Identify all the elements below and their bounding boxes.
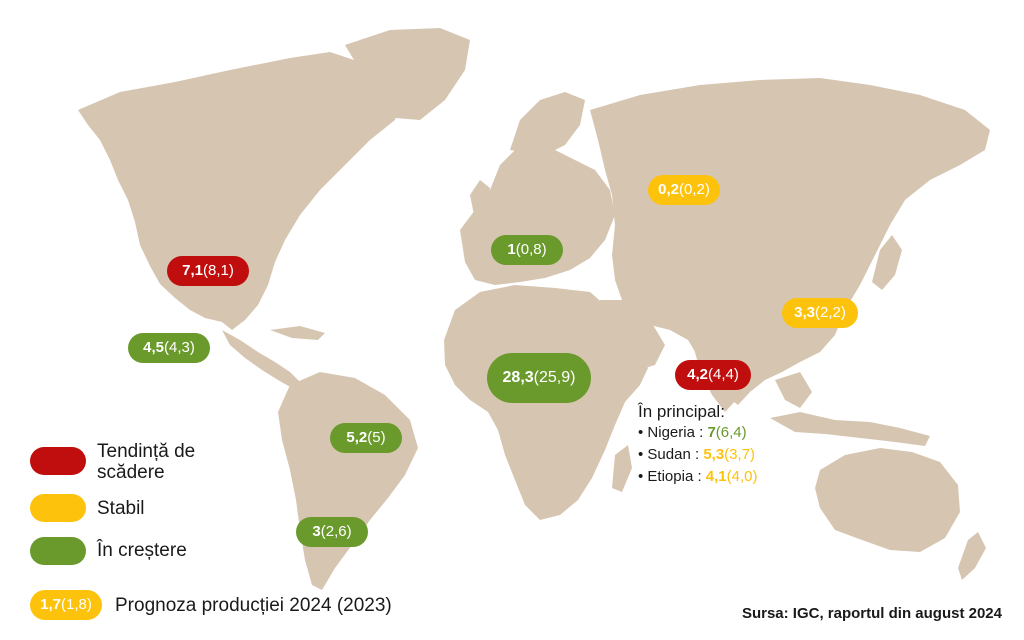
region-pill-mexico: 4,5(4,3) [128, 333, 210, 363]
region-pill-europe: 1(0,8) [491, 235, 563, 265]
region-pill-china: 3,3(2,2) [782, 298, 858, 328]
madagascar-landmass [612, 445, 632, 492]
africa-note: În principal: • Nigeria : 7(6,4) • Sudan… [638, 402, 758, 488]
prev-value: (8,1) [203, 262, 234, 279]
legend-sample-pill: 1,7(1,8) [30, 590, 102, 620]
value: 1,7 [40, 596, 61, 613]
value: 0,2 [658, 181, 679, 198]
south-america-landmass [278, 372, 418, 590]
prev-value: (4,3) [164, 339, 195, 356]
japan-landmass [872, 235, 902, 290]
indonesia-landmass [770, 412, 930, 446]
region-pill-russia: 0,2(0,2) [648, 175, 720, 205]
note-item-value: 5,3 [703, 446, 725, 463]
note-item-sudan: • Sudan : 5,3(3,7) [638, 446, 756, 463]
central-america-landmass [222, 330, 300, 388]
asia-landmass [590, 78, 990, 405]
value: 28,3 [502, 369, 534, 386]
note-item-value: 7 [707, 424, 716, 441]
legend-swatch-stable [30, 494, 86, 522]
value: 1 [507, 241, 516, 258]
region-pill-usa: 7,1(8,1) [167, 256, 249, 286]
legend-label-increasing: În creștere [97, 540, 187, 561]
note-item-label: Nigeria : [647, 424, 704, 441]
region-pill-india: 4,2(4,4) [675, 360, 751, 390]
prev-value: (0,8) [515, 241, 547, 258]
legend-swatch-decreasing [30, 447, 86, 475]
scandinavia-landmass [510, 92, 585, 155]
prev-value: (0,2) [679, 181, 710, 198]
value: 4,5 [143, 339, 164, 356]
note-item-prev: (4,0) [726, 468, 758, 485]
southeast-asia-landmass [775, 372, 812, 408]
note-item-value: 4,1 [705, 468, 727, 485]
value: 5,2 [346, 429, 368, 446]
africa-note-title: În principal: [638, 402, 725, 421]
uk-landmass [470, 180, 490, 215]
region-pill-africa: 28,3(25,9) [487, 353, 591, 403]
value: 4,2 [687, 366, 708, 383]
value: 3 [312, 523, 321, 540]
prev-value: (1,8) [61, 596, 92, 613]
note-item-label: Etiopia : [647, 468, 702, 485]
prev-value: (5) [367, 429, 386, 446]
caribbean-landmass [270, 326, 325, 340]
prev-value: (25,9) [533, 369, 576, 386]
note-item-label: Sudan : [647, 446, 700, 463]
legend-label-forecast: Prognoza producției 2024 (2023) [115, 595, 392, 616]
prev-value: (2,2) [815, 304, 846, 321]
legend-swatch-increasing [30, 537, 86, 565]
note-item-nigeria: • Nigeria : 7(6,4) [638, 424, 747, 441]
region-pill-argentina: 3(2,6) [296, 517, 368, 547]
prev-value: (4,4) [708, 366, 739, 383]
source-note: Sursa: IGC, raportul din august 2024 [741, 605, 1002, 622]
value: 7,1 [182, 262, 203, 279]
value: 3,3 [794, 304, 815, 321]
north-america-landmass [78, 52, 400, 330]
note-item-prev: (3,7) [724, 446, 756, 463]
region-pill-brazil: 5,2(5) [330, 423, 402, 453]
legend-label-stable: Stabil [97, 498, 145, 519]
australia-landmass [815, 448, 960, 552]
note-item-prev: (6,4) [715, 424, 747, 441]
note-item-ethiopia: • Etiopia : 4,1(4,0) [638, 468, 758, 485]
legend-label-decreasing: Tendință de scădere [97, 441, 196, 483]
new-zealand-landmass [958, 532, 986, 580]
prev-value: (2,6) [320, 523, 352, 540]
greenland-landmass [345, 28, 470, 120]
